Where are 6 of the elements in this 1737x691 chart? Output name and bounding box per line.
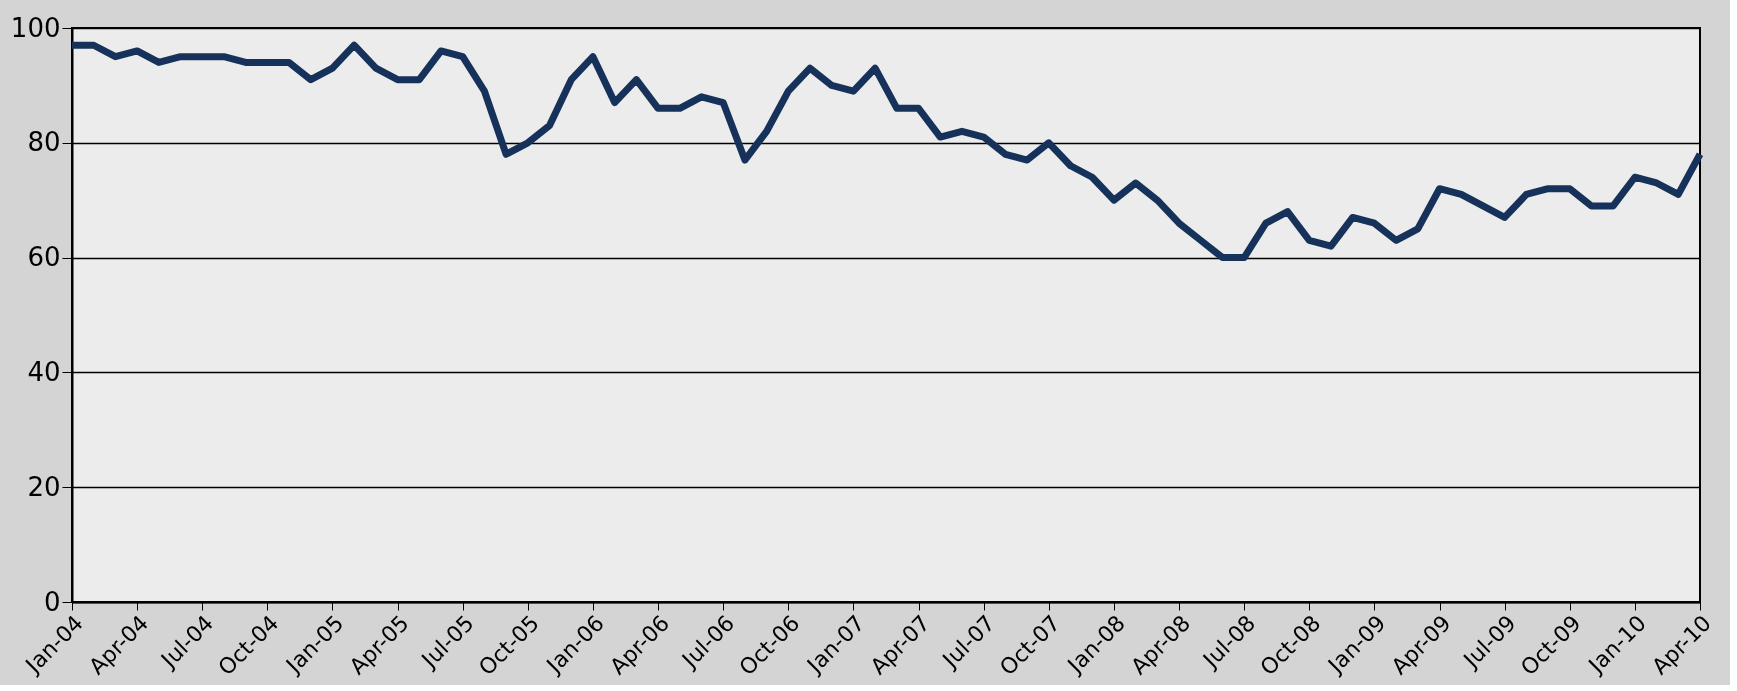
y-tick-label: 60 [27,242,61,273]
y-tick-label: 40 [27,356,61,387]
y-tick-label: 0 [43,586,61,617]
y-tick-label: 80 [27,127,61,158]
y-tick-label: 20 [27,471,61,502]
y-tick-label: 100 [10,12,61,43]
